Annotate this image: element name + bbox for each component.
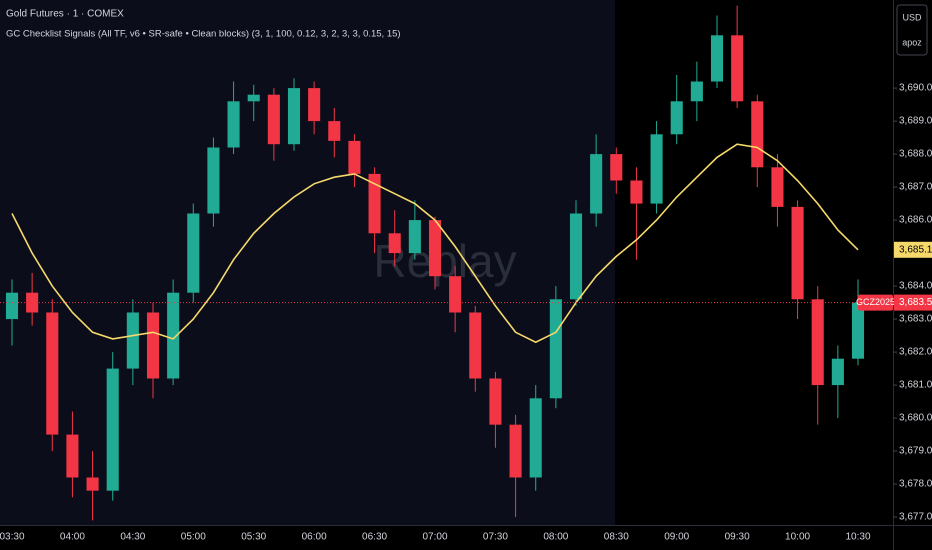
y-tick-label: 3,678.0 — [899, 479, 932, 490]
candle-body — [86, 477, 99, 491]
candle-body — [408, 220, 421, 254]
candle-body — [731, 35, 744, 102]
candle-body — [509, 424, 522, 478]
candle-body — [449, 276, 462, 313]
x-tick-label: 06:30 — [362, 532, 387, 543]
candle-body — [227, 101, 240, 148]
candle-body — [469, 312, 482, 379]
ma-tag-label: 3,685.1 — [899, 244, 932, 255]
candle-body — [348, 140, 361, 174]
candle-body — [610, 154, 623, 181]
candle-body — [529, 398, 542, 478]
candle-body — [851, 302, 865, 359]
indicator-label: GC Checklist Signals (All TF, v6 • SR-sa… — [6, 29, 401, 40]
currency[interactable]: USD — [902, 12, 922, 22]
candle-body — [126, 312, 139, 369]
x-tick-label: 04:30 — [120, 532, 145, 543]
y-tick-label: 3,684.0 — [899, 281, 932, 292]
symbol-label: GCZ2025 — [856, 297, 895, 307]
candle-body — [328, 121, 341, 141]
candle-body — [771, 167, 784, 207]
price-tag-label: 3,683.5 — [899, 297, 932, 308]
x-tick-label: 08:30 — [604, 532, 629, 543]
candle-body — [630, 180, 643, 204]
candle-body — [287, 88, 301, 145]
y-tick-label: 3,688.0 — [899, 149, 932, 160]
candle-body — [207, 147, 220, 214]
candle-body — [831, 358, 844, 386]
candle-body — [569, 213, 583, 300]
x-tick-label: 04:00 — [60, 532, 85, 543]
candle-body — [267, 94, 280, 145]
candle-body — [489, 378, 502, 425]
candle-body — [66, 434, 79, 478]
candle-body — [26, 292, 39, 313]
y-tick-label: 3,680.0 — [899, 413, 932, 424]
candle-body — [710, 35, 724, 82]
candle-body — [650, 134, 663, 204]
x-tick-label: 07:30 — [483, 532, 508, 543]
x-tick-label: 03:30 — [0, 532, 25, 543]
candle-body — [670, 101, 683, 135]
candle-body — [46, 312, 59, 435]
y-tick-label: 3,682.0 — [899, 347, 932, 358]
plot — [0, 5, 893, 521]
candle-body — [106, 368, 119, 491]
ma-tag — [894, 241, 932, 258]
y-tick-label: 3,686.0 — [899, 215, 932, 226]
candle-body — [388, 233, 401, 254]
x-tick-label: 10:30 — [845, 532, 870, 543]
x-tick-label: 10:00 — [785, 532, 810, 543]
y-tick-label: 3,681.0 — [899, 380, 932, 391]
y-tick-label: 3,677.0 — [899, 512, 932, 523]
scale-mode[interactable]: apoz — [902, 37, 922, 47]
x-tick-label: 09:00 — [664, 532, 689, 543]
chart-title: Gold Futures · 1 · COMEX — [6, 9, 124, 20]
moving-average — [11, 143, 859, 344]
candle-body — [690, 81, 703, 102]
x-tick-label: 06:00 — [302, 532, 327, 543]
candle-body — [811, 299, 824, 386]
y-tick-label: 3,683.0 — [899, 314, 932, 325]
symbol-tag — [858, 294, 893, 311]
price-tag — [894, 294, 932, 311]
x-tick-label: 07:00 — [422, 532, 447, 543]
session-shade — [0, 0, 615, 525]
candle-body — [308, 88, 321, 122]
candle-body — [549, 299, 562, 399]
candle-body — [187, 213, 200, 293]
x-tick-label: 09:30 — [725, 532, 750, 543]
y-tick-label: 3,689.0 — [899, 116, 932, 127]
currency-box[interactable] — [896, 4, 928, 56]
candle-body — [751, 101, 764, 168]
x-tick-label: 05:30 — [241, 532, 266, 543]
y-tick-label: 3,690.0 — [899, 83, 932, 94]
candle-body — [791, 206, 804, 300]
candle-body — [368, 173, 381, 234]
x-tick-label: 08:00 — [543, 532, 568, 543]
candle-body — [590, 154, 603, 214]
y-tick-label: 3,687.0 — [899, 182, 932, 193]
candle-body — [146, 312, 160, 379]
candle-body — [428, 220, 442, 277]
candle-body — [247, 94, 260, 102]
candle-body — [167, 292, 180, 379]
x-tick-label: 05:00 — [181, 532, 206, 543]
y-tick-label: 3,679.0 — [899, 446, 932, 457]
candle-body — [5, 292, 19, 320]
